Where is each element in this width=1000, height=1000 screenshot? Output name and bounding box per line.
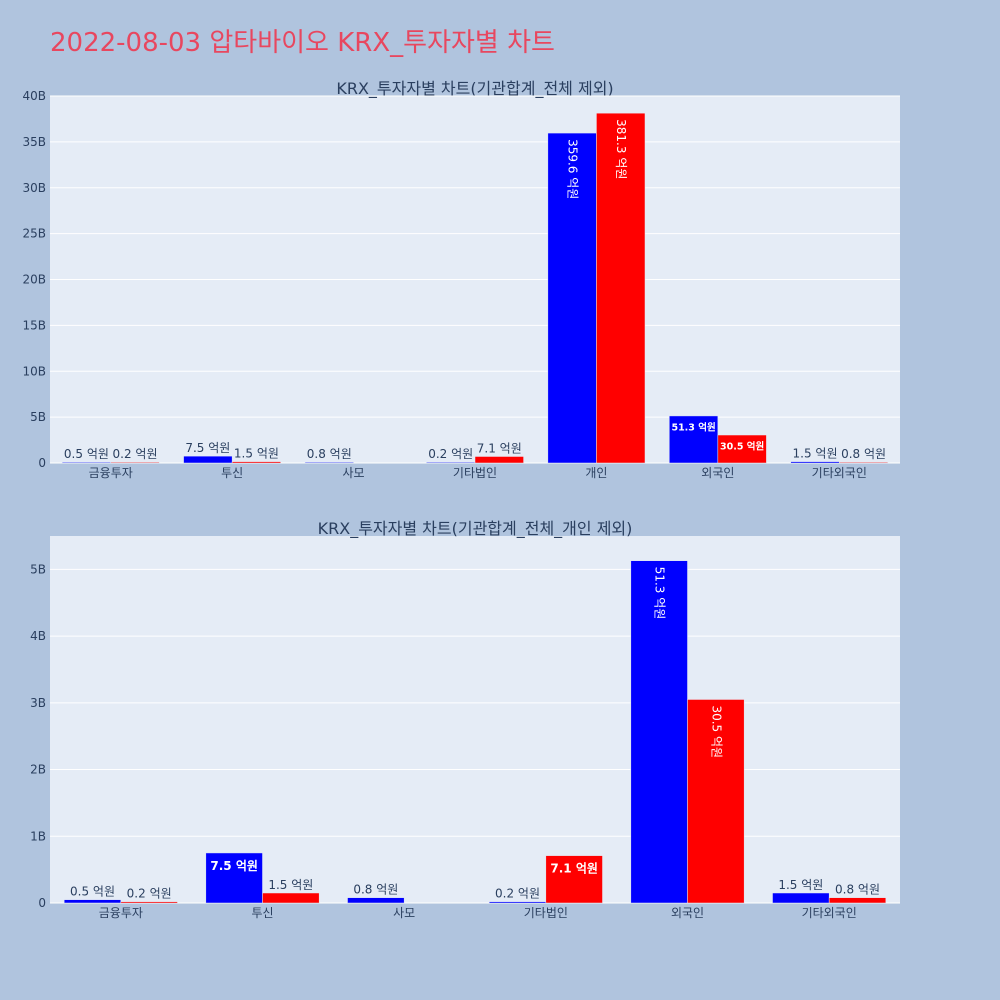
chart-bottom-data-label: 30.5 억원 [709, 705, 723, 758]
chart-top-y-tick-label: 20B [22, 273, 46, 287]
chart-bottom-bar [828, 897, 887, 904]
chart-top-y-tick-label: 30B [22, 181, 46, 195]
chart-bottom-data-label: 0.2 억원 [495, 887, 540, 901]
chart-top-data-label: 7.5 억원 [185, 441, 230, 455]
chart-bottom-data-label: 51.3 억원 [653, 567, 667, 620]
chart-bottom-data-label: 7.1 억원 [550, 862, 598, 876]
chart-top-y-tick-label: 40B [22, 89, 46, 103]
chart-top-x-tick-label: 외국인 [701, 466, 734, 480]
chart-top-bar [110, 461, 160, 464]
chart-top-x-tick-label: 개인 [585, 466, 607, 480]
chart-top-bar [426, 461, 476, 464]
chart-top-data-label: 30.5 억원 [720, 441, 764, 453]
chart-top-data-label: 381.3 억원 [614, 119, 628, 179]
chart-bottom-data-label: 1.5 억원 [268, 878, 313, 892]
chart-bottom-bar [545, 855, 603, 904]
chart-top-data-label: 51.3 억원 [671, 421, 715, 433]
chart-bottom-bar [205, 852, 263, 904]
chart-bottom-y-tick-label: 0 [38, 896, 46, 910]
chart-top-x-tick-label: 투신 [221, 466, 243, 480]
chart-bottom-bar [347, 897, 405, 904]
chart-top-data-label: 7.1 억원 [477, 441, 522, 455]
chart-top-bar [61, 461, 111, 464]
chart-bottom-y-tick-label: 2B [30, 763, 46, 777]
chart-top-bar [839, 461, 889, 464]
chart-top-data-label: 0.2 억원 [428, 447, 473, 461]
chart-top-bar [596, 112, 646, 464]
chart-bottom-bar [630, 560, 688, 904]
chart-bottom-data-label: 1.5 억원 [778, 878, 823, 892]
chart-bottom-y-tick-label: 5B [30, 562, 46, 576]
chart-bottom-y-tick-label: 4B [30, 629, 46, 643]
chart-top-bar [231, 461, 281, 464]
chart-top-bar [474, 456, 524, 464]
chart-bottom-bar [120, 901, 178, 904]
chart-top-y-tick-label: 25B [22, 227, 46, 241]
chart-bottom-bar [772, 892, 830, 904]
chart-top-y-tick-label: 0 [38, 456, 46, 470]
chart-bottom-y-tick-label: 1B [30, 829, 46, 843]
chart-bottom-data-label: 0.8 억원 [353, 883, 398, 897]
chart-bottom-plot-area [50, 536, 900, 903]
chart-bottom-x-tick-label: 금융투자 [99, 906, 143, 920]
chart-top-data-label: 0.5 억원 [64, 447, 109, 461]
chart-top-data-label: 359.6 억원 [566, 139, 580, 199]
chart-top-title: KRX_투자자별 차트(기관합계_전체 제외) [336, 79, 613, 99]
chart-bottom-data-label: 0.2 억원 [127, 887, 172, 901]
chart-bottom-bar [687, 699, 745, 904]
chart-bottom-title: KRX_투자자별 차트(기관합계_전체_개인 제외) [318, 519, 633, 539]
chart-bottom-y-tick-label: 3B [30, 696, 46, 710]
chart-top-bar [304, 461, 354, 464]
chart-bottom-data-label: 0.8 억원 [835, 883, 880, 897]
chart-bottom-bar [63, 899, 122, 904]
chart-top-x-tick-label: 사모 [343, 466, 365, 480]
chart-top-x-tick-label: 기타외국인 [812, 466, 867, 480]
chart-top-x-tick-label: 금융투자 [89, 466, 133, 480]
chart-top: KRX_투자자별 차트(기관합계_전체 제외) 0 5B 10B 15B 20B 25B 30… [22, 79, 900, 480]
chart-top-bar [547, 132, 597, 464]
chart-top-y-tick-label: 35B [22, 135, 46, 149]
chart-bottom: KRX_투자자별 차트(기관합계_전체_개인 제외) 0 1B 2B 3B 4B 5B 금융투… [30, 519, 900, 920]
chart-top-y-tick-label: 15B [22, 318, 46, 332]
chart-bottom-x-tick-label: 기타외국인 [802, 906, 857, 920]
chart-top-data-label: 1.5 억원 [793, 447, 838, 461]
chart-bottom-x-tick-label: 사모 [393, 906, 415, 920]
chart-bottom-bar [262, 892, 320, 904]
chart-bottom-data-label: 7.5 억원 [210, 859, 258, 873]
page-title: 2022-08-03 압타바이오 KRX_투자자별 차트 [50, 28, 555, 58]
chart-top-bar [790, 461, 840, 464]
chart-bottom-x-tick-label: 투신 [251, 906, 273, 920]
chart-bottom-data-label: 0.5 억원 [70, 885, 115, 899]
chart-bottom-x-tick-label: 외국인 [671, 906, 704, 920]
chart-top-bar [183, 455, 233, 464]
chart-bottom-x-tick-label: 기타법인 [524, 906, 568, 920]
chart-top-data-label: 0.8 억원 [307, 447, 352, 461]
chart-top-x-tick-label: 기타법인 [453, 466, 497, 480]
chart-top-data-label: 1.5 억원 [234, 447, 279, 461]
chart-top-data-label: 0.8 억원 [841, 447, 886, 461]
chart-top-y-tick-label: 10B [22, 364, 46, 378]
chart-top-y-tick-label: 5B [30, 410, 46, 424]
chart-top-bar [717, 434, 767, 464]
chart-top-data-label: 0.2 억원 [113, 447, 158, 461]
chart-bottom-bar [488, 901, 547, 904]
